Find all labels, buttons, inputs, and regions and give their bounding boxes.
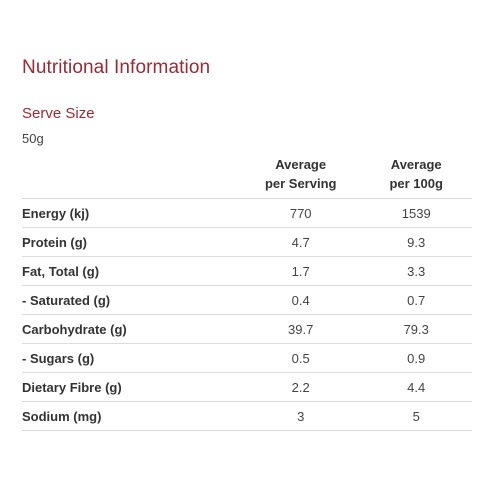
header-per-100g-line1: Average [390, 157, 442, 172]
header-per-serving-line2: per Serving [264, 176, 337, 191]
table-row: Carbohydrate (g) 39.7 79.3 [22, 314, 472, 344]
header-blank [22, 150, 241, 199]
header-per-100g-line2: per 100g [389, 176, 443, 191]
row-per-serving: 4.7 [240, 227, 361, 257]
row-per-serving: 1.7 [240, 256, 361, 286]
nutrition-table: Average per Serving Average per 100g Ene… [22, 150, 472, 431]
row-per-serving: 39.7 [240, 314, 361, 344]
row-label: Protein (g) [22, 227, 241, 257]
row-label: - Saturated (g) [22, 285, 241, 315]
row-label: Energy (kj) [22, 198, 241, 228]
row-per-100g: 0.9 [360, 343, 472, 373]
table-row: Energy (kj) 770 1539 [22, 198, 472, 228]
row-label: - Sugars (g) [22, 343, 241, 373]
row-per-serving: 770 [240, 198, 361, 228]
row-per-100g: 5 [360, 401, 472, 431]
row-label: Carbohydrate (g) [22, 314, 241, 344]
row-per-serving: 2.2 [240, 372, 361, 402]
row-per-100g: 0.7 [360, 285, 472, 315]
row-per-serving: 0.4 [240, 285, 361, 315]
table-row: Sodium (mg) 3 5 [22, 401, 472, 431]
row-per-serving: 0.5 [240, 343, 361, 373]
header-per-serving-line1: Average [275, 157, 327, 172]
header-per-100g: Average per 100g [360, 150, 472, 199]
table-row: Dietary Fibre (g) 2.2 4.4 [22, 372, 472, 402]
serve-size-heading: Serve Size [22, 105, 95, 122]
row-per-100g: 3.3 [360, 256, 472, 286]
row-label: Dietary Fibre (g) [22, 372, 241, 402]
row-label: Fat, Total (g) [22, 256, 241, 286]
row-per-100g: 4.4 [360, 372, 472, 402]
table-row: Protein (g) 4.7 9.3 [22, 227, 472, 257]
row-per-100g: 9.3 [360, 227, 472, 257]
page-title: Nutritional Information [22, 57, 211, 78]
row-per-serving: 3 [240, 401, 361, 431]
row-label: Sodium (mg) [22, 401, 241, 431]
table-row: - Saturated (g) 0.4 0.7 [22, 285, 472, 315]
serve-size-value: 50g [22, 131, 44, 146]
table-header-row: Average per Serving Average per 100g [22, 150, 472, 199]
table-row: - Sugars (g) 0.5 0.9 [22, 343, 472, 373]
header-per-serving: Average per Serving [240, 150, 361, 199]
table-row: Fat, Total (g) 1.7 3.3 [22, 256, 472, 286]
row-per-100g: 1539 [360, 198, 472, 228]
row-per-100g: 79.3 [360, 314, 472, 344]
